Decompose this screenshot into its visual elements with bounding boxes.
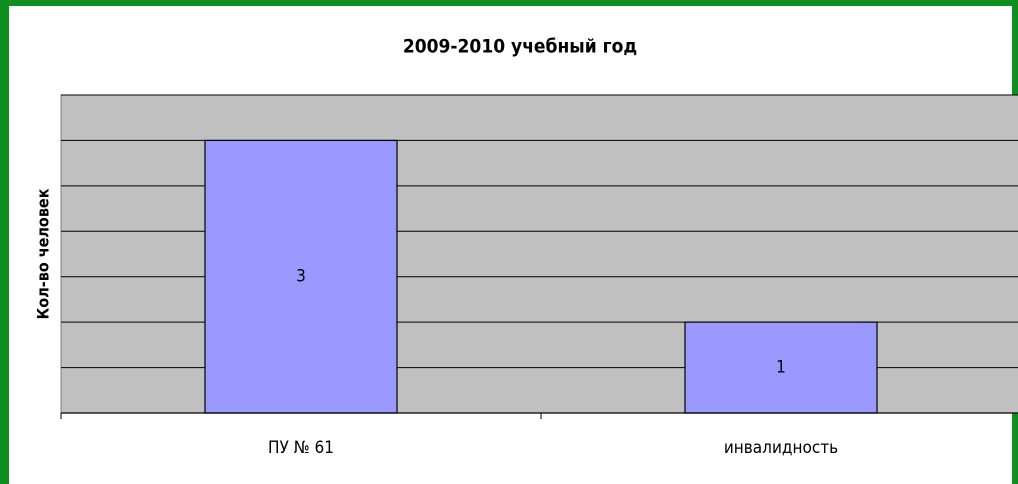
x-tick-label: инвалидность [724,438,838,458]
frame-top [0,0,1018,6]
bar [684,321,878,414]
data-label: 1 [776,358,786,378]
chart-title: 2009-2010 учебный год [403,36,637,58]
bar [204,139,398,414]
y-axis-label: Кол-во человек [34,188,53,319]
x-tick-label: ПУ № 61 [268,438,334,458]
frame-left [0,0,9,484]
data-label: 3 [296,267,306,287]
